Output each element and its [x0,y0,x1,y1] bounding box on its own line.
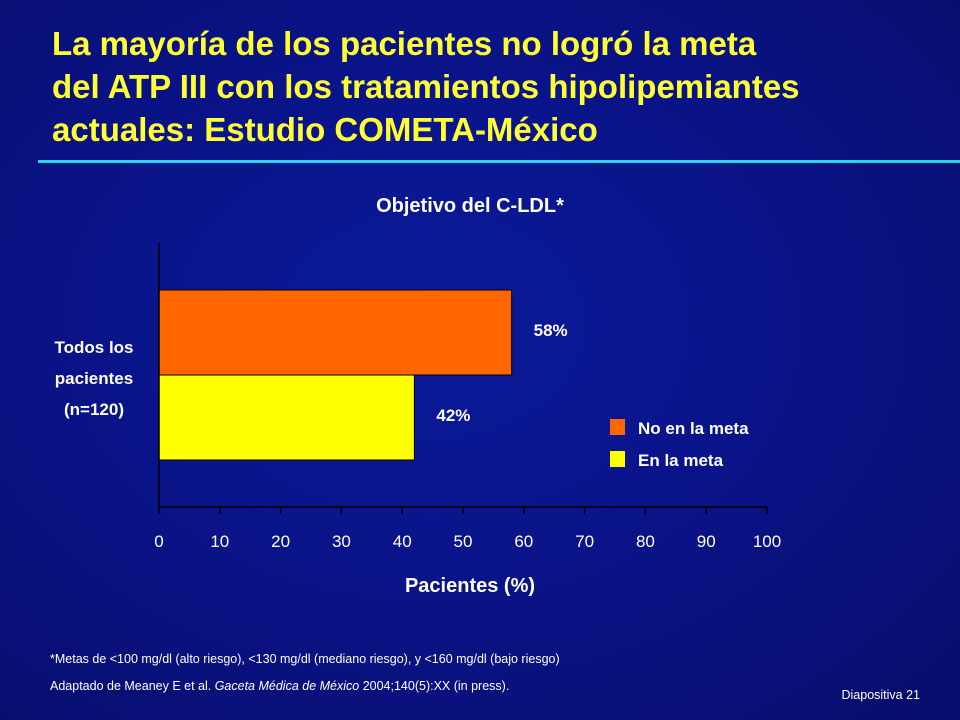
title-divider [38,160,960,163]
legend-label-no-en-la-meta: No en la meta [638,419,749,438]
x-tick-label: 80 [636,532,655,551]
reference-journal: Gaceta Médica de México [214,679,360,693]
bar-no-en-la-meta [158,289,513,376]
title-line-2: del ATP III con los tratamientos hipolip… [52,68,800,105]
bar-en-la-meta [158,374,415,461]
chart-title: Objetivo del C-LDL* [376,195,564,217]
legend-label-en-la-meta: En la meta [638,451,724,470]
legend-swatch-no-en-la-meta [610,419,625,435]
category-label-line-2: pacientes [55,369,133,388]
title-line-3: actuales: Estudio COMETA-México [52,111,598,148]
data-label-en-la-meta: 42% [436,406,470,425]
slide-title: La mayoría de los pacientes no logró la … [52,22,932,151]
x-tick-label: 60 [514,532,533,551]
reference: Adaptado de Meaney E et al. Gaceta Médic… [50,679,509,693]
legend: No en la meta En la meta [610,419,749,470]
category-label-line-3: (n=120) [64,400,124,419]
reference-suffix: 2004;140(5):XX (in press). [359,679,510,693]
x-axis-title: Pacientes (%) [405,575,535,597]
reference-prefix: Adaptado de Meaney E et al. [50,679,215,693]
x-tick-label: 70 [575,532,594,551]
footnote: *Metas de <100 mg/dl (alto riesgo), <130… [50,652,560,666]
x-axis-ticks: 0 10 20 30 40 50 60 70 80 90 100 [154,507,781,551]
x-tick-label: 20 [271,532,290,551]
slide-number: Diapositiva 21 [841,688,920,702]
bars-group: 58% 42% [158,289,568,461]
legend-swatch-en-la-meta [610,451,625,467]
x-tick-label: 0 [154,532,163,551]
x-tick-label: 10 [210,532,229,551]
x-tick-label: 90 [697,532,716,551]
x-tick-label: 100 [753,532,781,551]
category-label-line-1: Todos los [54,338,133,357]
x-tick-label: 50 [454,532,473,551]
data-label-no-en-la-meta: 58% [534,321,568,340]
x-tick-label: 30 [332,532,351,551]
title-line-1: La mayoría de los pacientes no logró la … [52,25,757,62]
x-tick-label: 40 [393,532,412,551]
